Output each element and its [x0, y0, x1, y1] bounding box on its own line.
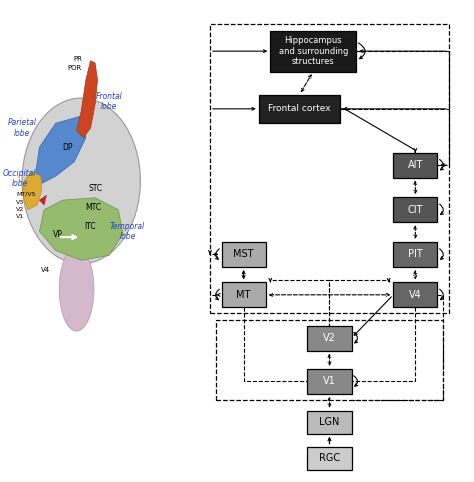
- Polygon shape: [77, 61, 98, 138]
- FancyBboxPatch shape: [308, 369, 352, 394]
- Ellipse shape: [59, 247, 94, 331]
- FancyBboxPatch shape: [308, 411, 352, 434]
- FancyBboxPatch shape: [270, 31, 356, 72]
- FancyBboxPatch shape: [259, 95, 340, 123]
- Ellipse shape: [22, 98, 140, 264]
- Text: Parietal
lobe: Parietal lobe: [7, 119, 36, 138]
- Text: V2: V2: [16, 207, 25, 212]
- Text: Hippocampus
and surrounding
structures: Hippocampus and surrounding structures: [279, 36, 348, 66]
- Text: Frontal cortex: Frontal cortex: [268, 104, 331, 113]
- Text: MT/V5: MT/V5: [16, 191, 36, 196]
- Text: PIT: PIT: [408, 250, 423, 259]
- Text: V4: V4: [409, 290, 422, 300]
- Text: DP: DP: [62, 143, 73, 152]
- Text: CIT: CIT: [408, 205, 423, 215]
- FancyBboxPatch shape: [393, 197, 438, 222]
- FancyBboxPatch shape: [393, 242, 438, 267]
- FancyBboxPatch shape: [221, 282, 265, 308]
- Text: V1: V1: [16, 214, 24, 219]
- Text: STC: STC: [88, 184, 102, 192]
- Polygon shape: [35, 116, 86, 183]
- FancyBboxPatch shape: [308, 325, 352, 350]
- Text: Temporal
lobe: Temporal lobe: [110, 222, 145, 241]
- Text: V2: V2: [323, 333, 336, 343]
- Text: V3: V3: [16, 200, 25, 204]
- FancyBboxPatch shape: [393, 153, 438, 177]
- Text: POR: POR: [67, 66, 82, 71]
- FancyBboxPatch shape: [221, 242, 265, 267]
- Text: MT: MT: [237, 290, 251, 300]
- FancyBboxPatch shape: [393, 282, 438, 308]
- Text: MST: MST: [233, 250, 254, 259]
- Polygon shape: [22, 171, 42, 210]
- Text: VP: VP: [53, 230, 63, 239]
- Text: Frontal
lobe: Frontal lobe: [96, 92, 122, 111]
- Polygon shape: [39, 198, 123, 260]
- Text: MTC: MTC: [85, 203, 101, 212]
- Text: V4: V4: [41, 267, 50, 273]
- Text: RGC: RGC: [319, 453, 340, 463]
- Text: Occipital
lobe: Occipital lobe: [3, 169, 36, 188]
- Polygon shape: [39, 195, 46, 205]
- FancyBboxPatch shape: [308, 447, 352, 470]
- Text: V1: V1: [323, 376, 336, 387]
- Text: ITC: ITC: [85, 222, 96, 231]
- Text: LGN: LGN: [319, 417, 340, 427]
- Text: AIT: AIT: [408, 160, 423, 170]
- Text: PR: PR: [73, 56, 82, 62]
